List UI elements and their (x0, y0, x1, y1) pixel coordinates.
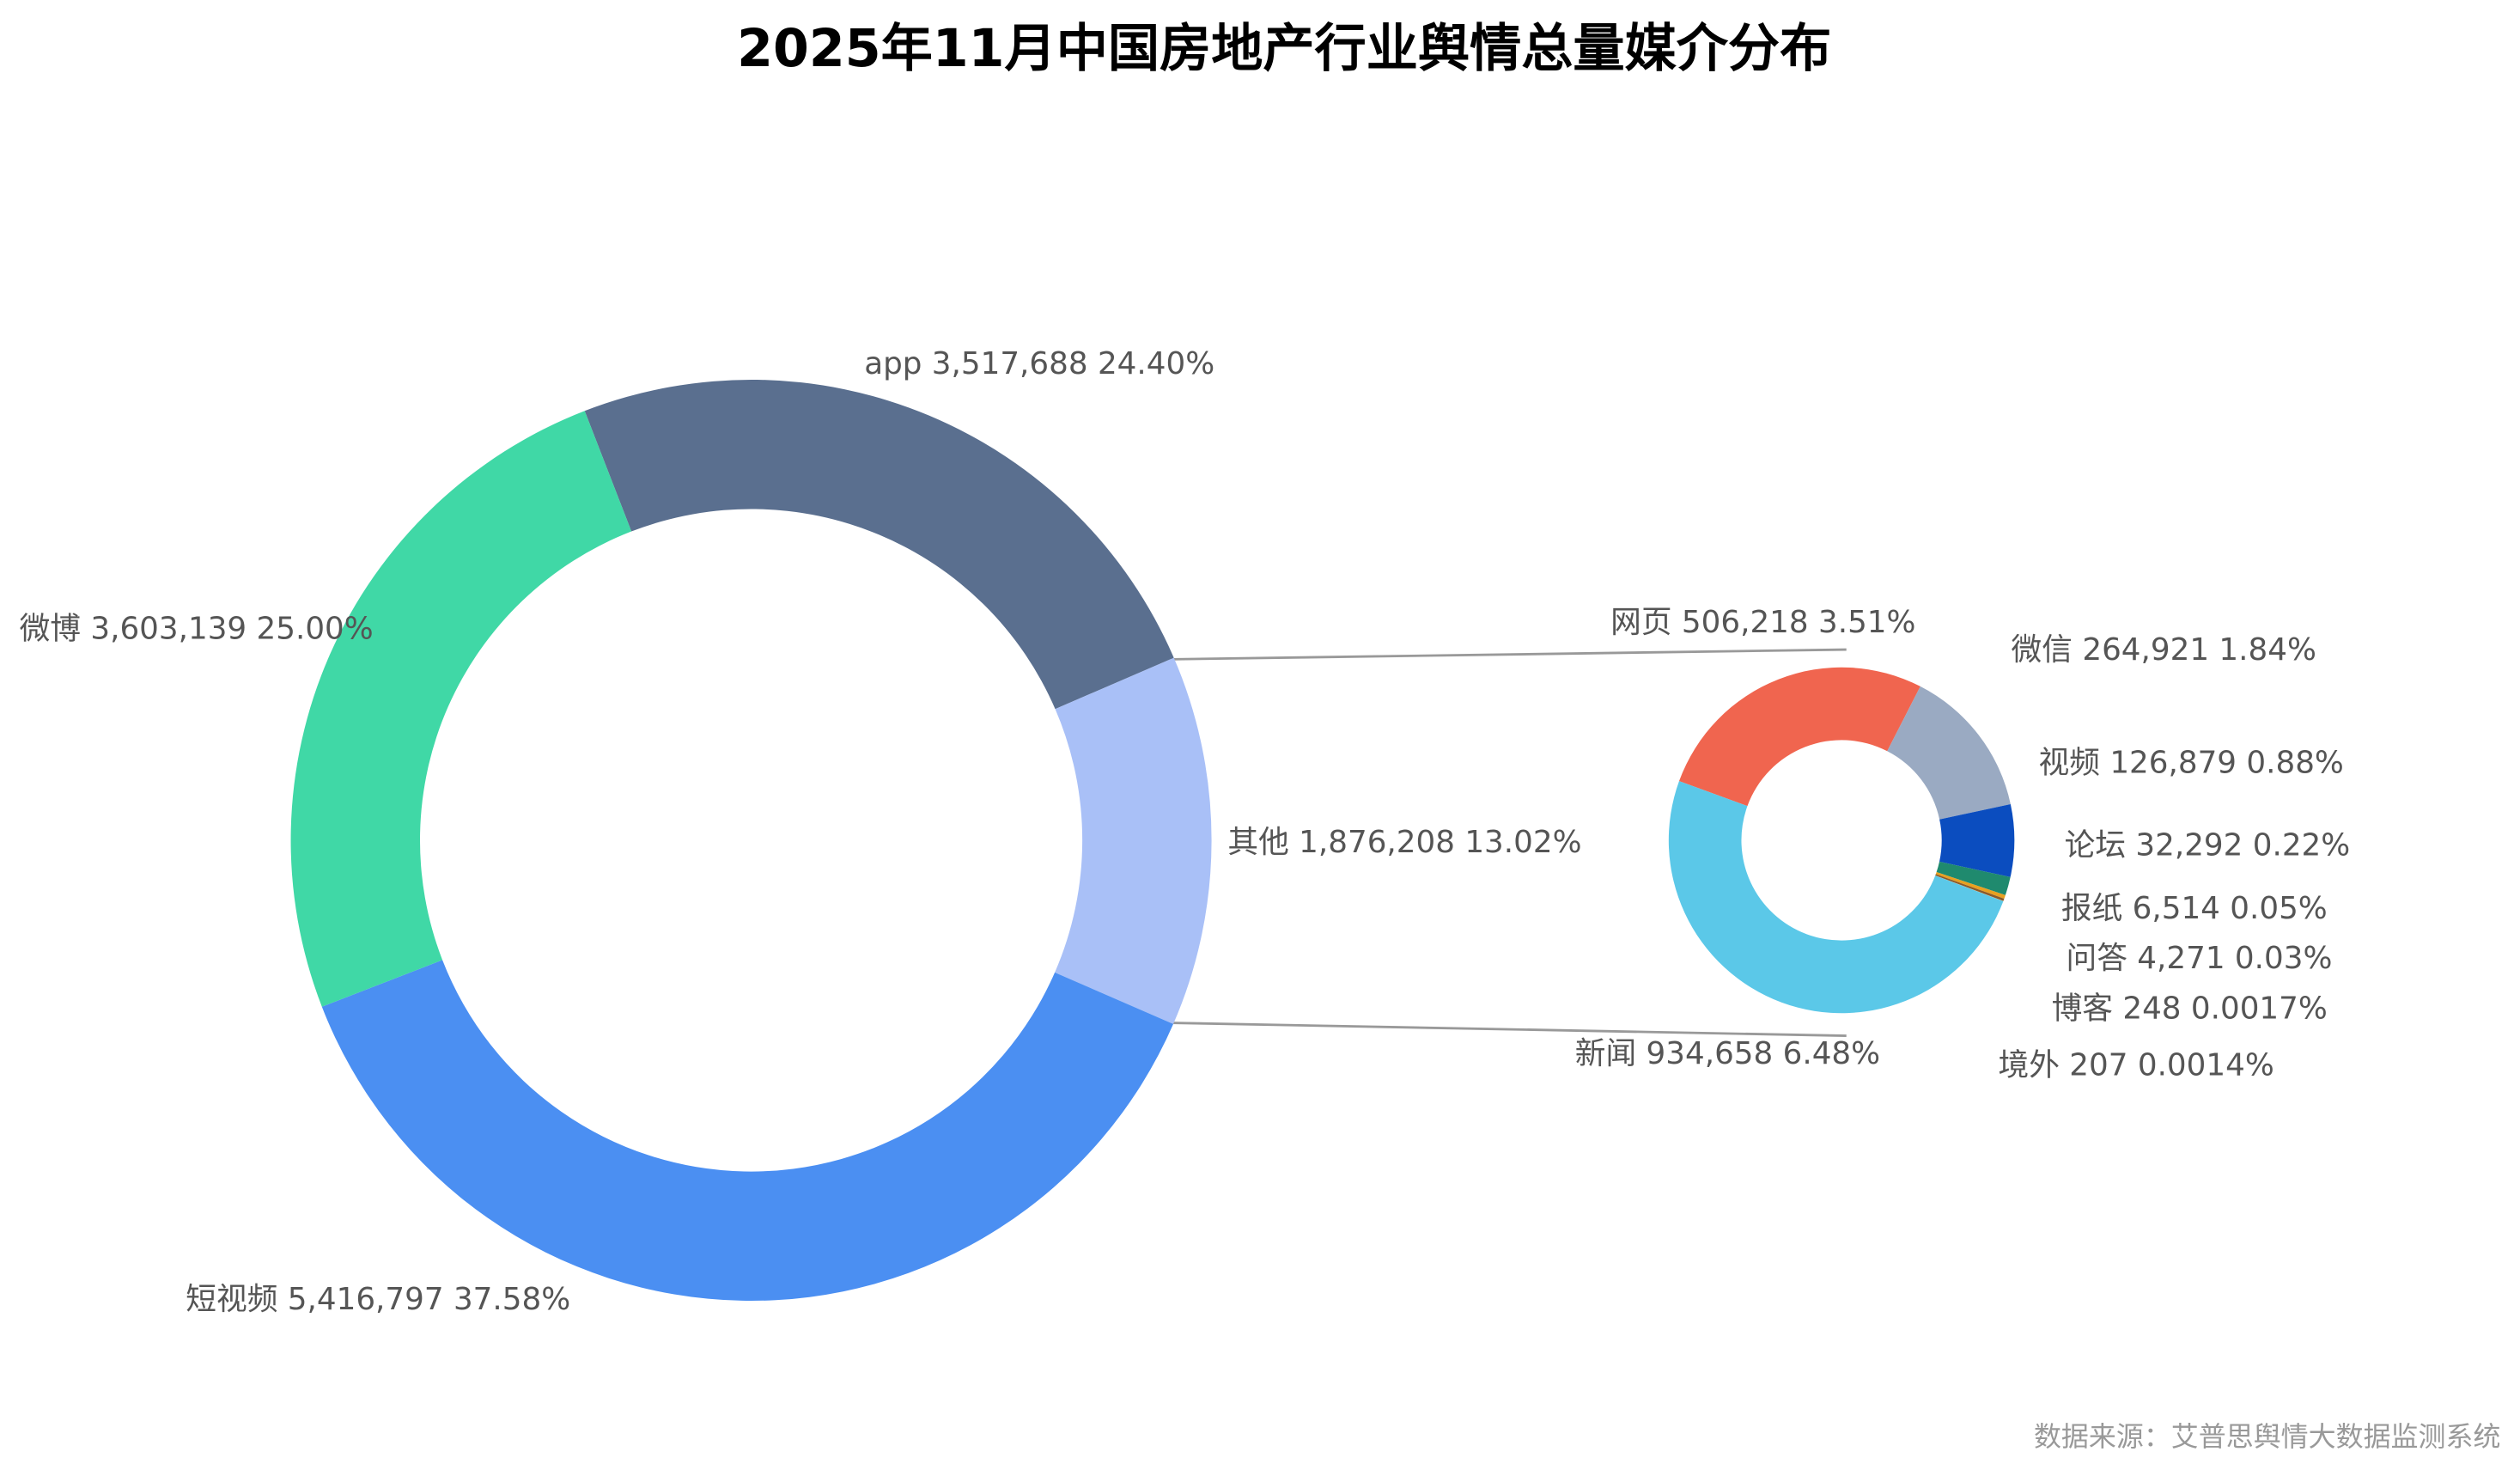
value-label: 3,517,688 (932, 346, 1088, 381)
value-label: 506,218 (1682, 605, 1809, 640)
donut-slice (1935, 874, 2005, 901)
slice-label: app 3,517,688 24.40% (864, 346, 1214, 381)
slice-label: 网页 506,218 3.51% (1610, 605, 1915, 640)
category-name: 论坛 (2065, 828, 2126, 863)
donut-slice (1887, 686, 2011, 820)
donut-slice (1678, 667, 1920, 807)
slice-label: 报纸 6,514 0.05% (2061, 891, 2328, 926)
category-name: 微博 (20, 612, 81, 647)
category-name: 网页 (1610, 605, 1671, 640)
connector-line (1171, 1022, 1847, 1037)
category-name: 其他 (1227, 825, 1288, 860)
value-label: 3,603,139 (90, 612, 247, 647)
percent-label: 6.48% (1783, 1036, 1880, 1071)
percent-label: 0.05% (2230, 891, 2327, 926)
percent-label: 25.00% (257, 612, 374, 647)
chart-title: 2025年11月中国房地产行业舆情总量媒介分布 (737, 19, 1831, 79)
slice-label: 其他 1,876,208 13.02% (1227, 825, 1581, 860)
percent-label: 13.02% (1464, 825, 1581, 860)
value-label: 4,271 (2137, 941, 2225, 976)
slice-label: 微博 3,603,139 25.00% (20, 612, 374, 647)
value-label: 1,876,208 (1299, 825, 1455, 860)
donut-slice (1935, 875, 2004, 902)
donut-slice (1055, 657, 1212, 1024)
source-note: 数据来源：艾普思舆情大数据监测系统 (2034, 1420, 2500, 1453)
percent-label: 37.58% (453, 1282, 570, 1317)
category-name: 问答 (2067, 941, 2127, 976)
percent-label: 1.84% (2219, 632, 2316, 668)
slice-label: 视频 126,879 0.88% (2039, 746, 2344, 781)
slice-label: 博客 248 0.0017% (2052, 991, 2328, 1026)
value-label: 207 (2069, 1047, 2127, 1083)
value-label: 934,658 (1647, 1036, 1774, 1071)
donut-slice (1936, 861, 2011, 895)
category-name: app (864, 346, 922, 381)
value-label: 32,292 (2135, 828, 2243, 863)
value-label: 264,921 (2082, 632, 2209, 668)
category-name: 新闻 (1575, 1036, 1636, 1071)
donut-slice (584, 379, 1174, 710)
slice-label: 问答 4,271 0.03% (2067, 941, 2333, 976)
percent-label: 0.0017% (2191, 991, 2328, 1026)
percent-label: 0.22% (2253, 828, 2350, 863)
percent-label: 0.03% (2235, 941, 2332, 976)
donut-slice (1935, 872, 2006, 900)
value-label: 126,879 (2109, 746, 2237, 781)
value-label: 248 (2122, 991, 2181, 1026)
donut-slice (321, 960, 1174, 1302)
category-name: 短视频 (186, 1282, 277, 1317)
slice-label: 论坛 32,292 0.22% (2065, 828, 2351, 863)
category-name: 博客 (2052, 991, 2113, 1026)
category-name: 报纸 (2061, 891, 2122, 926)
percent-label: 3.51% (1818, 605, 1915, 640)
slice-label: 新闻 934,658 6.48% (1575, 1036, 1880, 1071)
connector-line (1171, 648, 1847, 661)
category-name: 视频 (2039, 746, 2100, 781)
value-label: 5,416,797 (288, 1282, 444, 1317)
percent-label: 24.40% (1098, 346, 1214, 381)
category-name: 境外 (1999, 1047, 2060, 1083)
donut-slice (1935, 875, 2004, 901)
slice-label: 微信 264,921 1.84% (2012, 632, 2316, 668)
percent-label: 0.88% (2246, 746, 2343, 781)
value-label: 6,514 (2133, 891, 2220, 926)
slice-label: 短视频 5,416,797 37.58% (186, 1282, 570, 1317)
donut-slice (1668, 781, 2004, 1014)
category-name: 微信 (2012, 632, 2073, 668)
percent-label: 0.0014% (2138, 1047, 2274, 1083)
donut-slice (1939, 804, 2015, 877)
donut-slice (290, 411, 632, 1007)
slice-label: 境外 207 0.0014% (1999, 1047, 2274, 1083)
